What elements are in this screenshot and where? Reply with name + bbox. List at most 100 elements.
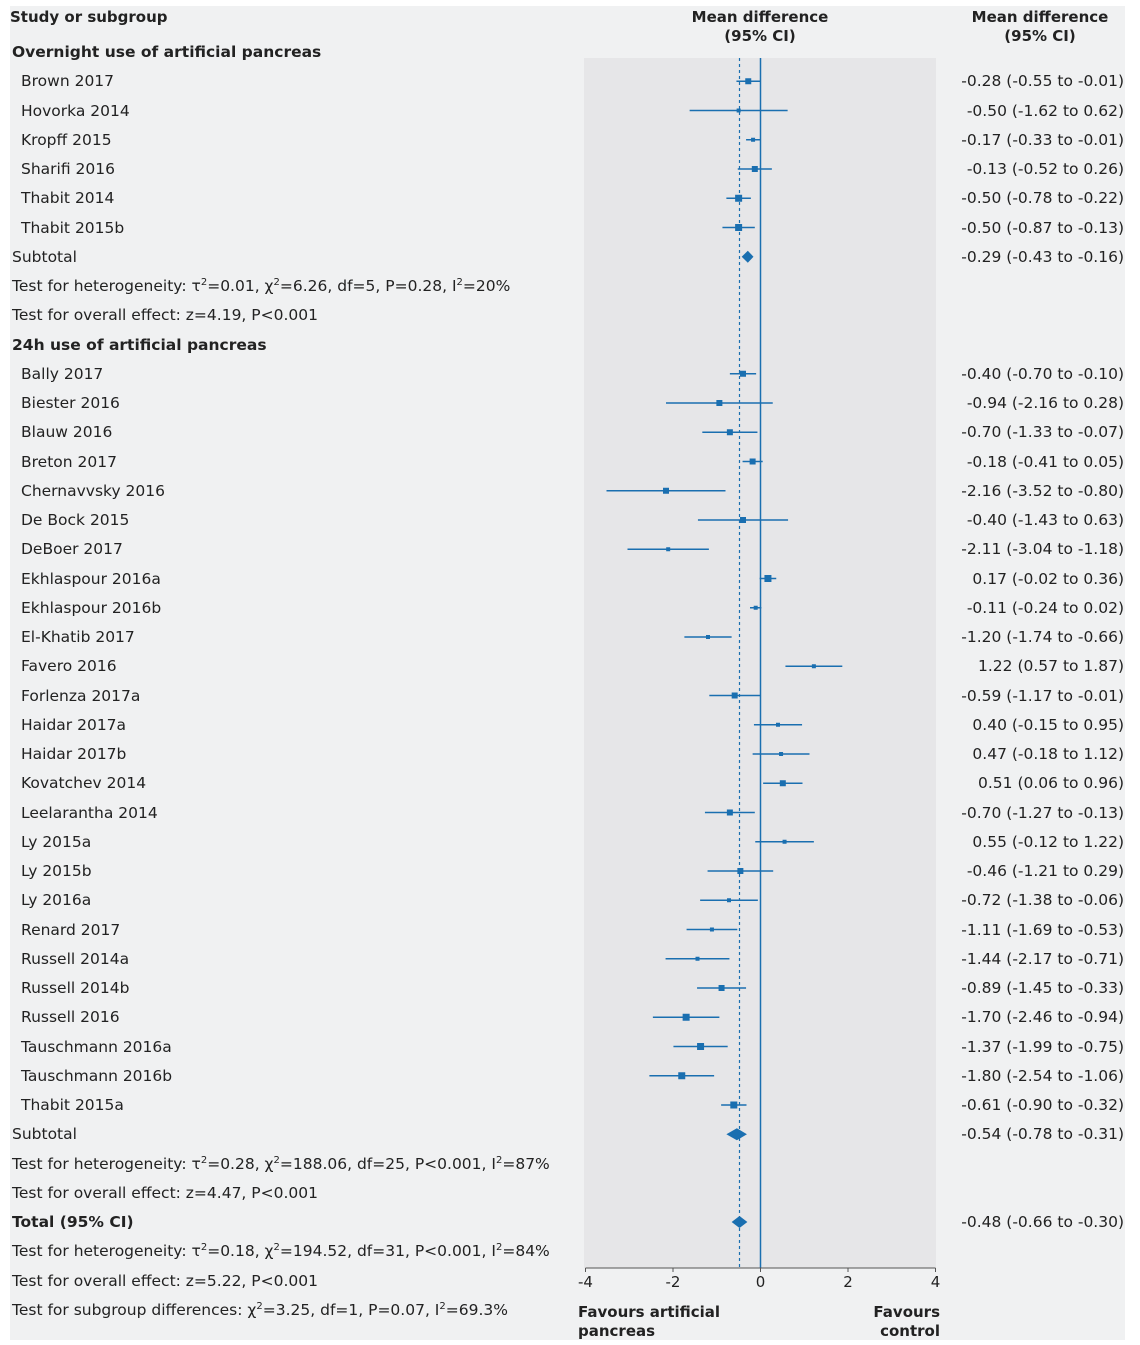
study-label: Russell 2016	[21, 1008, 120, 1027]
study-label: Hovorka 2014	[21, 101, 130, 120]
heterogeneity-text: Test for heterogeneity: τ2=0.18, χ2=194.…	[12, 1241, 550, 1261]
study-label: Bally 2017	[21, 364, 104, 383]
subgroup-heading: 24h use of artificial pancreas	[12, 335, 267, 354]
ci-column-header: Mean difference (95% CI)	[940, 8, 1140, 46]
het-superscript: 2	[273, 1154, 280, 1166]
study-estimate-marker	[753, 605, 758, 610]
study-label: Forlenza 2017a	[21, 686, 141, 705]
study-estimate-marker	[745, 78, 752, 85]
study-estimate-marker	[782, 839, 787, 844]
study-estimate-marker	[735, 194, 743, 202]
study-label: Blauw 2016	[21, 423, 113, 442]
study-ci-value: -0.18 (-0.41 to 0.05)	[966, 452, 1124, 471]
study-estimate-marker	[718, 985, 725, 991]
subtotal-diamond	[741, 250, 754, 263]
study-ci-value: -0.40 (-1.43 to 0.63)	[966, 511, 1124, 529]
subgroup-differences-text: Test for subgroup differences: χ2=3.25, …	[12, 1300, 508, 1320]
het-superscript: 2	[200, 1154, 208, 1166]
study-estimate-marker	[695, 956, 700, 961]
sub-text-part: Test for subgroup differences: χ	[12, 1300, 257, 1319]
plot-column-header-line2: (95% CI)	[724, 27, 796, 45]
study-ci-value: -2.11 (-3.04 to -1.18)	[961, 540, 1124, 559]
study-ci-value: -0.50 (-1.62 to 0.62)	[966, 101, 1124, 120]
study-ci-value: -0.72 (-1.38 to -0.06)	[961, 891, 1124, 910]
study-label: Ly 2016a	[21, 891, 92, 910]
plot-column-header-line1: Mean difference	[691, 8, 829, 26]
study-estimate-marker	[740, 370, 746, 377]
study-label: Thabit 2015b	[21, 218, 125, 237]
study-estimate-marker	[735, 224, 743, 231]
study-ci-value: -0.59 (-1.17 to -0.01)	[961, 686, 1124, 705]
total-diamond	[731, 1216, 748, 1228]
subgroup-heading: Overnight use of artificial pancreas	[12, 43, 322, 61]
study-ci-value: -1.80 (-2.54 to -1.06)	[961, 1066, 1124, 1085]
favours-left-label: Favours artificial pancreas	[578, 1303, 720, 1341]
x-tick-label: -2	[665, 1273, 681, 1291]
study-estimate-marker	[666, 547, 671, 552]
study-label: Biester 2016	[21, 394, 120, 412]
study-label: Russell 2014a	[21, 949, 130, 968]
het-text-part: =20%	[462, 277, 511, 295]
study-ci-value: 0.47 (-0.18 to 1.12)	[972, 745, 1124, 763]
study-label: Ly 2015a	[21, 832, 92, 851]
study-ci-value: 0.40 (-0.15 to 0.95)	[972, 715, 1124, 734]
study-ci-value: -0.40 (-0.70 to -0.10)	[961, 364, 1124, 383]
heterogeneity-text: Test for heterogeneity: τ2=0.01, χ2=6.26…	[12, 276, 510, 296]
favours-left-line2: pancreas	[578, 1322, 656, 1340]
study-label: Ly 2015b	[21, 862, 92, 880]
study-ci-value: -0.17 (-0.33 to -0.01)	[961, 130, 1124, 149]
het-superscript: 2	[273, 1242, 280, 1254]
study-estimate-marker	[730, 1101, 738, 1109]
ci-column-header-line1: Mean difference	[971, 8, 1109, 26]
plot-column-header: Mean difference (95% CI)	[660, 8, 860, 46]
sub-superscript: 2	[439, 1300, 446, 1312]
study-column-header: Study or subgroup	[10, 8, 168, 26]
x-tick-label: 4	[930, 1273, 941, 1291]
study-label: Breton 2017	[21, 452, 117, 471]
study-ci-value: -1.70 (-2.46 to -0.94)	[961, 1008, 1124, 1027]
study-ci-value: -0.70 (-1.27 to -0.13)	[961, 803, 1124, 822]
study-ci-value: -1.20 (-1.74 to -0.66)	[961, 628, 1124, 646]
study-label: Russell 2014b	[21, 979, 130, 997]
het-superscript: 2	[456, 277, 463, 288]
study-label: Leelarantha 2014	[21, 803, 158, 822]
subtotal-ci-value: -0.54 (-0.78 to -0.31)	[961, 1125, 1124, 1144]
x-tick-label: -4	[578, 1273, 593, 1291]
study-estimate-marker	[749, 458, 756, 465]
study-label: Tauschmann 2016b	[21, 1066, 173, 1085]
study-ci-value: -0.11 (-0.24 to 0.02)	[966, 598, 1124, 617]
study-label: Thabit 2014	[21, 189, 115, 208]
study-label: Haidar 2017b	[21, 745, 127, 763]
study-estimate-marker	[726, 429, 733, 436]
study-label: Kropff 2015	[21, 130, 112, 149]
het-text-part: =0.18, χ	[207, 1242, 274, 1261]
study-ci-value: 1.22 (0.57 to 1.87)	[978, 657, 1124, 676]
x-tick-label: 2	[843, 1273, 853, 1291]
total-label: Total (95% CI)	[12, 1213, 134, 1231]
subtotal-ci-value: -0.29 (-0.43 to -0.16)	[961, 247, 1124, 266]
het-superscript: 2	[200, 277, 208, 288]
study-label: Favero 2016	[21, 657, 117, 676]
study-estimate-marker	[751, 166, 758, 172]
study-estimate-marker	[779, 780, 786, 787]
study-estimate-marker	[716, 400, 723, 406]
study-label: Thabit 2015a	[21, 1096, 124, 1114]
study-ci-value: -1.11 (-1.69 to -0.53)	[961, 920, 1124, 939]
study-estimate-marker	[726, 809, 733, 816]
study-ci-value: -0.28 (-0.55 to -0.01)	[961, 72, 1124, 91]
study-ci-value: -0.50 (-0.78 to -0.22)	[961, 189, 1124, 208]
sub-text-part: =3.25, df=1, P=0.07, I	[262, 1300, 440, 1319]
study-ci-value: -0.13 (-0.52 to 0.26)	[966, 160, 1124, 178]
het-superscript: 2	[273, 277, 280, 288]
subtotal-label: Subtotal	[12, 247, 77, 266]
het-text-part: Test for heterogeneity: τ	[12, 1154, 201, 1173]
sub-superscript: 2	[256, 1300, 263, 1312]
favours-right-label: Favours control	[840, 1303, 940, 1341]
het-text-part: =194.52, df=31, P<0.001, I	[279, 1242, 496, 1261]
het-text-part: Test for heterogeneity: τ	[12, 277, 201, 295]
study-estimate-marker	[706, 635, 710, 639]
overall-effect-text: Test for overall effect: z=4.19, P<0.001	[12, 306, 318, 325]
het-text-part: Test for heterogeneity: τ	[12, 1242, 201, 1261]
study-estimate-marker	[776, 722, 780, 727]
